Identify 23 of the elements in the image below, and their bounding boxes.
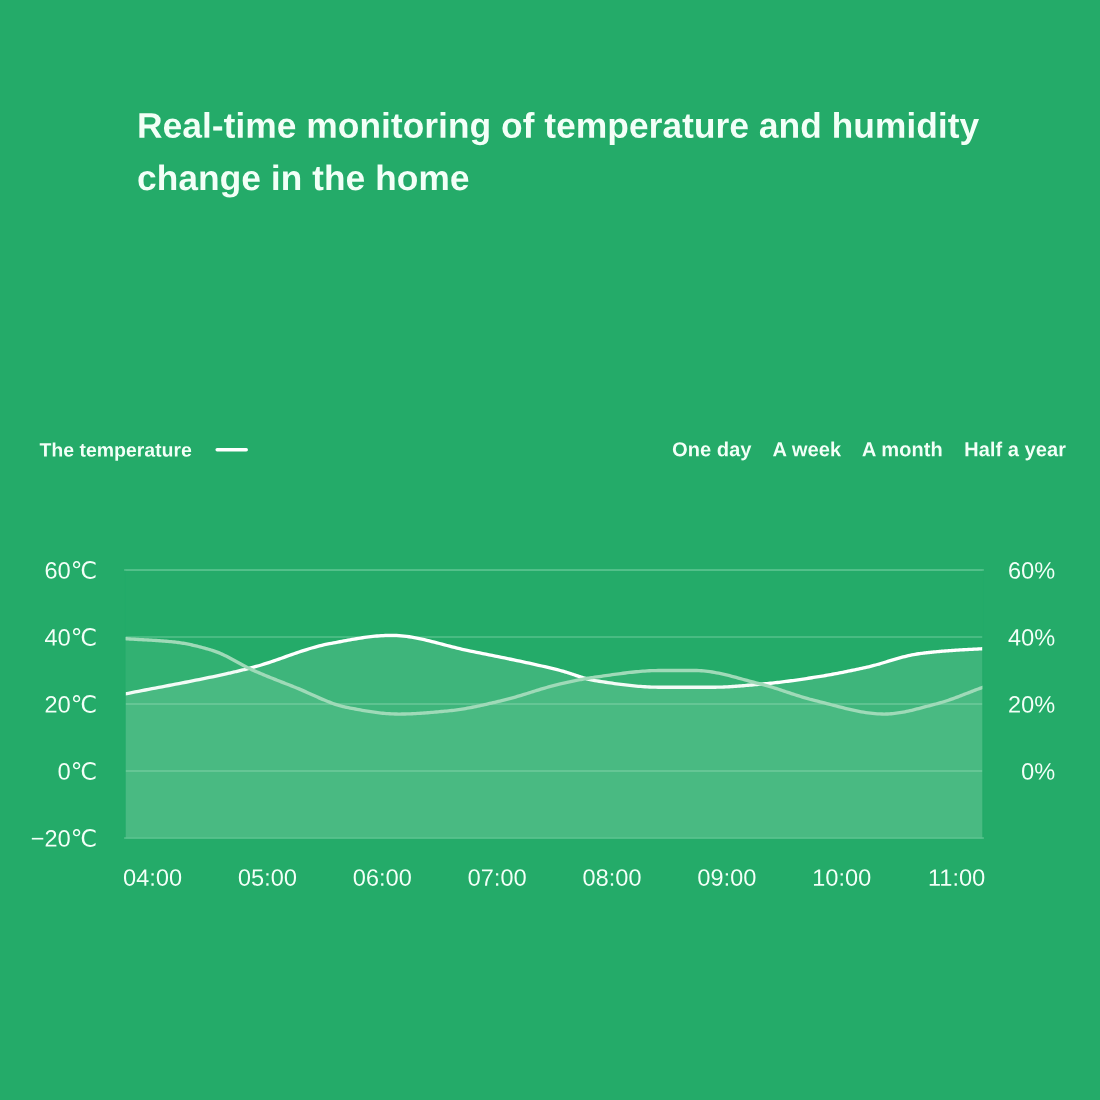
x-tick-label: 11:00	[929, 869, 985, 886]
x-tick-label: 05:00	[238, 869, 297, 886]
text: One day	[672, 441, 752, 461]
y-tick-label: 20℃	[45, 695, 96, 713]
x-tick-label: 04:00	[123, 869, 182, 886]
chart-title: Real-time monitoring of temperature and humidity change in the home	[138, 112, 980, 198]
y-tick-label: 0℃	[58, 762, 96, 780]
y2-tick-label: 40%	[1008, 629, 1055, 646]
text: A week	[772, 441, 842, 457]
y-tick-label: 40℃	[44, 628, 96, 646]
text: Half a year	[965, 441, 1066, 461]
text: A month	[862, 441, 942, 457]
x-tick-label: 08:00	[583, 869, 641, 886]
legend-label: The temperature	[39, 442, 192, 461]
x-tick-label: 06:00	[353, 869, 411, 886]
y-tick-label: −20℃	[31, 829, 96, 847]
y2-tick-label: 20%	[1009, 696, 1055, 713]
x-tick-label: 10:00	[813, 869, 871, 886]
y2-tick-label: 60%	[1009, 562, 1055, 579]
x-tick-label: 09:00	[698, 869, 756, 886]
y-tick-label: 60℃	[45, 561, 96, 579]
x-tick-label: 07:00	[468, 869, 526, 886]
y2-tick-label: 0%	[1022, 763, 1055, 780]
